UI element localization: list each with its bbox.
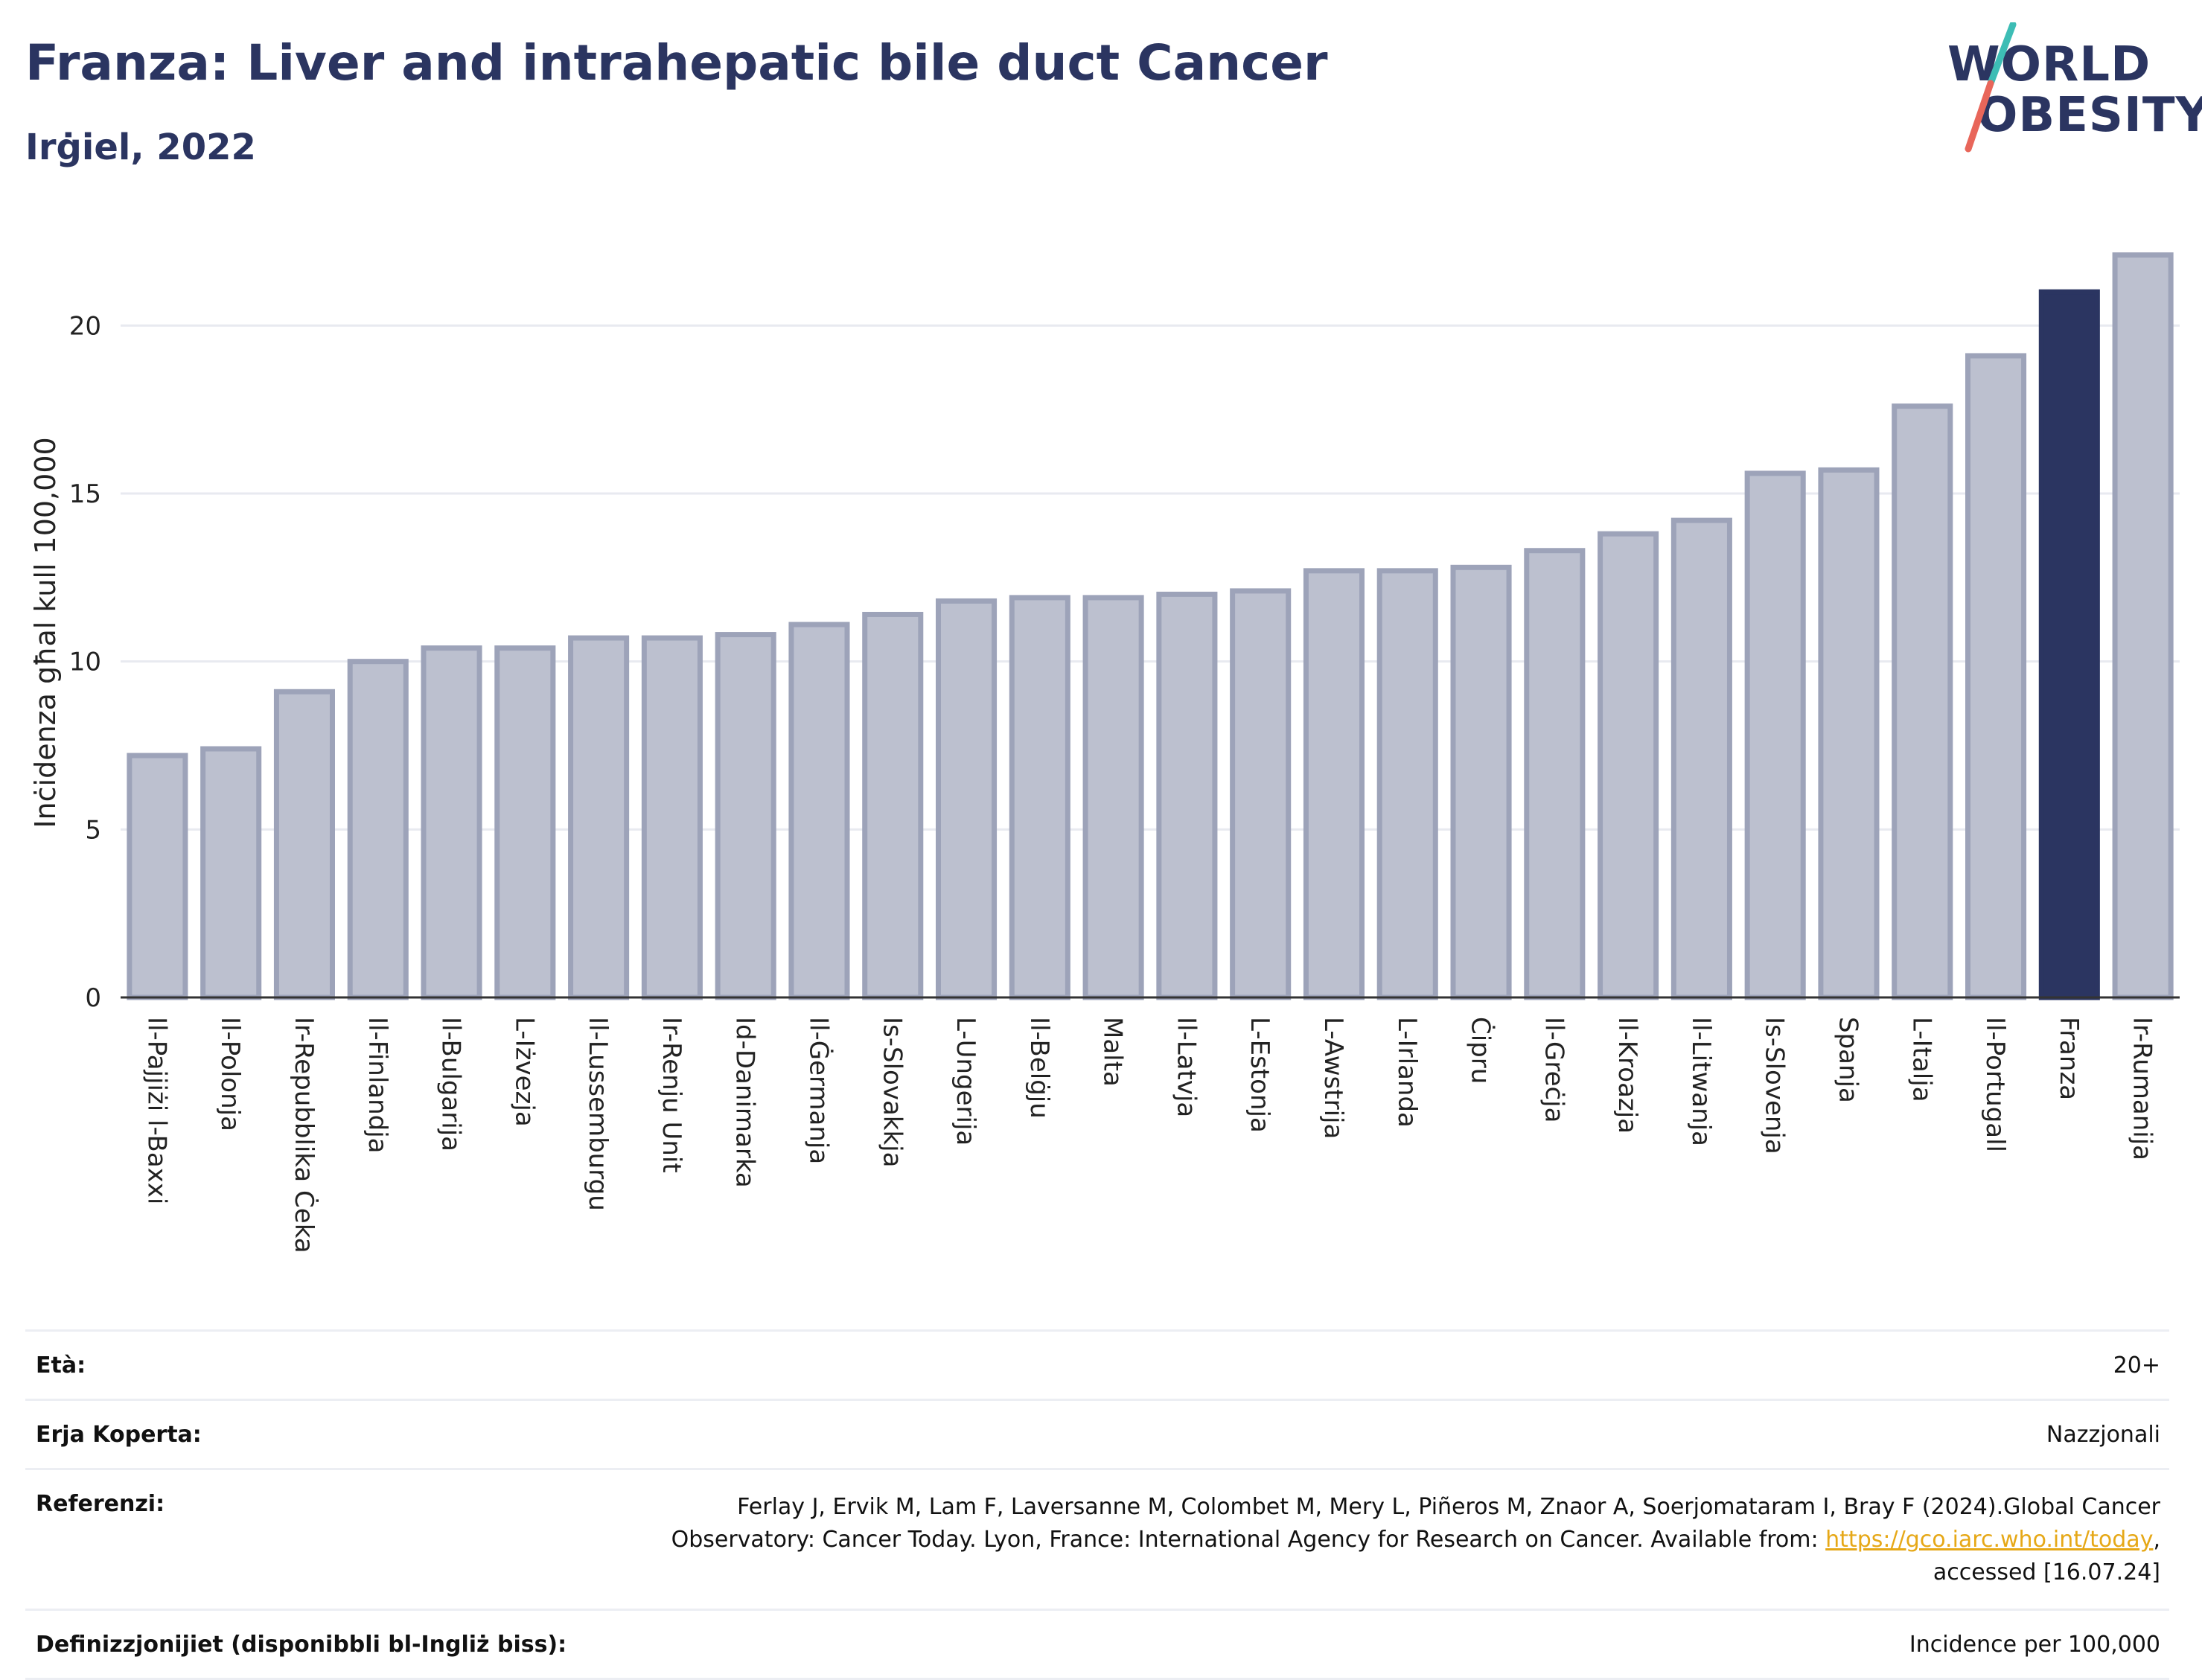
x-tick-label: L-Irlanda (1392, 1017, 1422, 1128)
x-tick-label: Il-Polonja (215, 1017, 245, 1131)
x-tick-label: Franza (2054, 1017, 2084, 1100)
reference-line3: accessed [16.07.24] (1933, 1559, 2160, 1585)
x-tick-label: Il-Portugall (1980, 1017, 2010, 1152)
bar (127, 753, 188, 1000)
logo-line1: WORLD (1947, 37, 2151, 92)
bar (715, 632, 776, 1000)
x-tick-label: L-Iżvezja (509, 1017, 539, 1127)
bar (1598, 531, 1659, 1000)
x-tick-label: Il-Bulgarija (436, 1017, 466, 1152)
bar (273, 689, 336, 1000)
reference-line2-end: , (2153, 1527, 2160, 1553)
bar (1303, 568, 1365, 1000)
x-tick-label: Ir-Renju Unit (657, 1017, 686, 1173)
x-tick-label: Il-Kroazja (1612, 1017, 1642, 1134)
bar (1156, 591, 1218, 1000)
meta-label-area: Erja Koperta: (36, 1422, 202, 1448)
x-tick-label: Il-Ġermanja (803, 1017, 834, 1164)
chart-title: Franza: Liver and intrahepatic bile duct… (25, 34, 1328, 92)
x-tick-label: Il-Lussemburgu (583, 1017, 613, 1211)
bar (347, 659, 409, 1000)
x-tick-label: Il-Greċja (1539, 1017, 1568, 1122)
x-tick-label: Is-Slovakkja (877, 1017, 907, 1167)
y-tick-label: 15 (69, 479, 101, 509)
logo-slash-icon (1965, 22, 2017, 153)
y-tick-label: 10 (69, 648, 101, 677)
bar (1082, 595, 1144, 1000)
x-tick-label: L-Ungerija (951, 1017, 980, 1146)
x-tick-label: L-Italja (1906, 1017, 1936, 1102)
meta-value-definitions: Incidence per 100,000 (1909, 1632, 2160, 1658)
bar (568, 635, 630, 1000)
bar (935, 598, 998, 1000)
bar (1818, 467, 1880, 1000)
meta-row-age: Età: 20+ (25, 1329, 2169, 1399)
bar (2038, 289, 2100, 1000)
meta-row-definitions: Definizzjonijiet (disponibbli bl-Ingliż … (25, 1609, 2169, 1680)
reference-link[interactable]: https://gco.iarc.who.int/today (1825, 1527, 2154, 1553)
bar (1892, 403, 1953, 1000)
bar (1009, 595, 1070, 1000)
x-tick-label: Il-Latvja (1171, 1017, 1201, 1117)
x-tick-label: Il-Litwanja (1686, 1017, 1716, 1146)
bar (1524, 548, 1586, 1000)
bar (862, 611, 924, 1000)
x-tick-label: L-Awstrija (1318, 1017, 1348, 1139)
bar (1230, 588, 1292, 1000)
bar (1965, 353, 2027, 1000)
bar-chart: 0 5 10 15 20 Inċidenza għal kull 100,000 Il-Pa… (29, 252, 2180, 1253)
x-tick-label: Ċipru (1466, 1017, 1496, 1084)
bar (2112, 252, 2174, 1000)
bar (494, 645, 556, 1000)
bar (1670, 517, 1732, 1000)
reference-line2: Observatory: Cancer Today. Lyon, France:… (671, 1527, 1826, 1553)
x-tick-label: Il-Belġju (1024, 1017, 1054, 1119)
x-tick-label: Il-Finlandja (363, 1017, 392, 1154)
y-tick-label: 5 (85, 815, 101, 845)
bar (1744, 470, 1806, 1000)
logo-line2: OBESITY (1977, 88, 2202, 143)
chart-subtitle: Irġiel, 2022 (25, 127, 256, 168)
x-tick-label: Spanja (1833, 1017, 1863, 1103)
y-tick-label: 0 (85, 983, 101, 1013)
bar (200, 746, 262, 1000)
x-tick-label: Id-Danimarka (730, 1017, 760, 1188)
bar (1450, 564, 1512, 1000)
bar (788, 622, 850, 1000)
world-obesity-logo: WORLD OBESITY (1935, 22, 2202, 164)
x-tick-label: Ir-Repubblika Ċeka (289, 1017, 319, 1253)
reference-line1: Ferlay J, Ervik M, Lam F, Laversanne M, … (737, 1494, 2160, 1520)
bar (1376, 568, 1438, 1000)
meta-value-references: Ferlay J, Ervik M, Lam F, Laversanne M, … (671, 1491, 2160, 1589)
meta-label-references: Referenzi: (36, 1491, 165, 1517)
y-tick-label: 20 (69, 311, 101, 341)
x-tick-label: Il-Pajjiżi l-Baxxi (141, 1017, 171, 1204)
x-tick-label: Malta (1098, 1017, 1128, 1087)
meta-value-age: 20+ (2113, 1352, 2160, 1379)
bar (421, 645, 482, 1000)
metadata-table: Età: 20+ Erja Koperta: Nazzjonali Refere… (25, 1329, 2169, 1680)
meta-label-age: Età: (36, 1352, 86, 1379)
meta-value-area: Nazzjonali (2046, 1422, 2160, 1448)
x-tick-label: L-Estonja (1245, 1017, 1274, 1133)
x-tick-label: Is-Slovenja (1760, 1017, 1790, 1154)
meta-row-references: Referenzi: Ferlay J, Ervik M, Lam F, Lav… (25, 1468, 2169, 1609)
x-tick-label: Ir-Rumanija (2128, 1017, 2157, 1160)
y-axis-label: Inċidenza għal kull 100,000 (29, 437, 62, 828)
meta-row-area: Erja Koperta: Nazzjonali (25, 1399, 2169, 1468)
bar (641, 635, 703, 1000)
meta-label-definitions: Definizzjonijiet (disponibbli bl-Ingliż … (36, 1632, 567, 1658)
